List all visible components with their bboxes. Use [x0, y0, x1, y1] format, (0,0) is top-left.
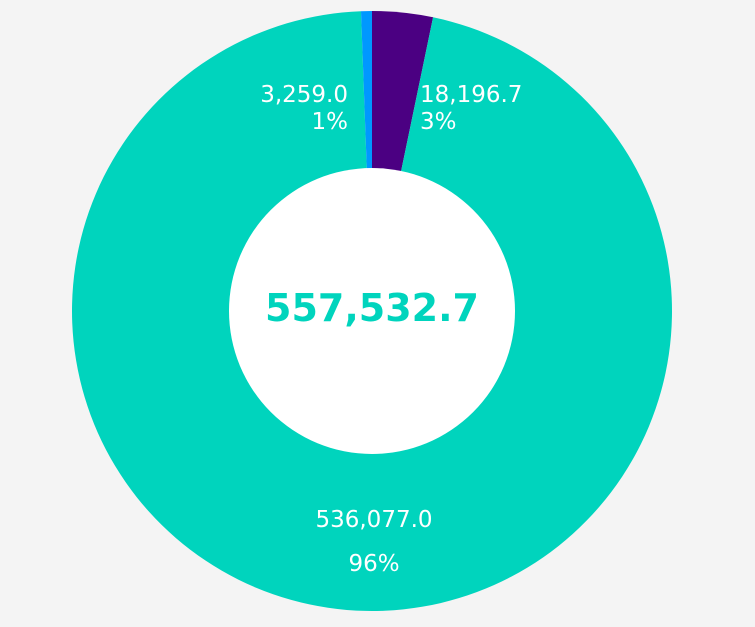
slice-label-blue: 3,259.0 1%	[230, 82, 348, 136]
slice-value: 3,259.0	[260, 82, 348, 108]
slice-percent: 96%	[348, 551, 400, 577]
slice-label-teal: 536,077.0 96%	[276, 498, 472, 586]
total-value: 557,532.7	[265, 286, 479, 330]
donut-hole	[229, 168, 515, 454]
slice-label-purple: 18,196.7 3%	[420, 82, 522, 136]
slice-percent: 3%	[420, 109, 457, 135]
slice-percent: 1%	[311, 109, 349, 135]
slice-value: 536,077.0	[315, 507, 433, 533]
slice-value: 18,196.7	[420, 82, 523, 108]
